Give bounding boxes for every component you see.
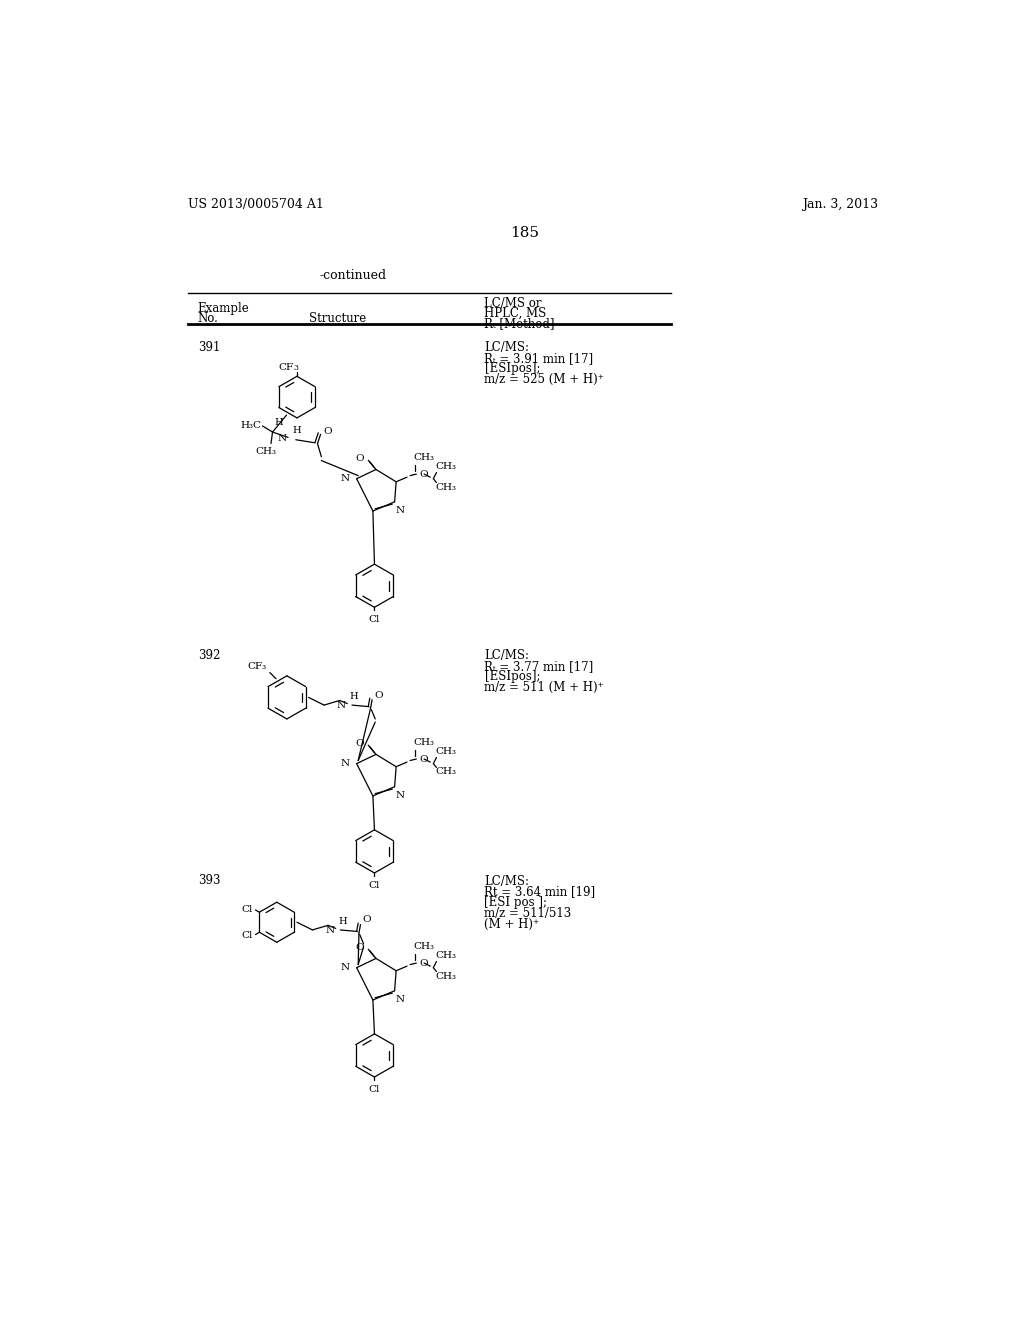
Text: CH₃: CH₃: [435, 950, 456, 960]
Text: Example: Example: [198, 302, 250, 315]
Text: N: N: [341, 474, 349, 483]
Text: HPLC, MS: HPLC, MS: [484, 308, 547, 319]
Text: Rₜ = 3.91 min [17]: Rₜ = 3.91 min [17]: [484, 351, 594, 364]
Text: -continued: -continued: [319, 268, 386, 281]
Text: H: H: [274, 418, 284, 428]
Text: N: N: [341, 964, 349, 972]
Text: N: N: [395, 791, 404, 800]
Text: O: O: [420, 958, 428, 968]
Text: O: O: [324, 426, 333, 436]
Text: [ESIpos];: [ESIpos];: [484, 671, 540, 684]
Text: O: O: [362, 916, 372, 924]
Text: Cl: Cl: [242, 931, 253, 940]
Text: LC/MS:: LC/MS:: [484, 875, 529, 887]
Text: CH₃: CH₃: [414, 941, 434, 950]
Text: N: N: [395, 506, 404, 515]
Text: Rₜ [Method]: Rₜ [Method]: [484, 317, 555, 330]
Text: H₃C: H₃C: [240, 421, 261, 430]
Text: [ESIpos];: [ESIpos];: [484, 363, 540, 375]
Text: Cl: Cl: [242, 904, 253, 913]
Text: CH₃: CH₃: [414, 453, 434, 462]
Text: O: O: [420, 470, 428, 479]
Text: CH₃: CH₃: [435, 483, 456, 491]
Text: CH₃: CH₃: [414, 738, 434, 747]
Text: [ESI pos ];: [ESI pos ];: [484, 896, 548, 909]
Text: US 2013/0005704 A1: US 2013/0005704 A1: [188, 198, 325, 211]
Text: H: H: [293, 426, 301, 436]
Text: O: O: [375, 690, 383, 700]
Text: CH₃: CH₃: [435, 972, 456, 981]
Text: CF₃: CF₃: [248, 663, 266, 671]
Text: H: H: [338, 917, 347, 927]
Text: No.: No.: [198, 313, 219, 326]
Text: N: N: [337, 701, 346, 710]
Text: Rt = 3.64 min [19]: Rt = 3.64 min [19]: [484, 886, 596, 899]
Text: Rₜ = 3.77 min [17]: Rₜ = 3.77 min [17]: [484, 660, 594, 673]
Text: (M + H)⁺: (M + H)⁺: [484, 917, 540, 931]
Text: O: O: [355, 739, 364, 748]
Text: CH₃: CH₃: [435, 767, 456, 776]
Text: LC/MS:: LC/MS:: [484, 649, 529, 661]
Text: CH₃: CH₃: [435, 462, 456, 471]
Text: N: N: [395, 995, 404, 1003]
Text: CF: CF: [278, 363, 293, 372]
Text: N: N: [341, 759, 349, 768]
Text: Structure: Structure: [308, 313, 366, 326]
Text: LC/MS:: LC/MS:: [484, 341, 529, 354]
Text: O: O: [355, 944, 364, 952]
Text: Jan. 3, 2013: Jan. 3, 2013: [802, 198, 879, 211]
Text: Cl: Cl: [369, 615, 380, 624]
Text: CH₃: CH₃: [435, 747, 456, 756]
Text: 392: 392: [198, 649, 220, 661]
Text: O: O: [420, 755, 428, 763]
Text: m/z = 511/513: m/z = 511/513: [484, 907, 571, 920]
Text: N: N: [278, 434, 287, 442]
Text: m/z = 525 (M + H)⁺: m/z = 525 (M + H)⁺: [484, 374, 604, 387]
Text: 391: 391: [198, 341, 220, 354]
Text: 393: 393: [198, 875, 220, 887]
Text: 185: 185: [510, 226, 540, 240]
Text: O: O: [355, 454, 364, 463]
Text: m/z = 511 (M + H)⁺: m/z = 511 (M + H)⁺: [484, 681, 604, 694]
Text: LC/MS or: LC/MS or: [484, 297, 542, 310]
Text: CH₃: CH₃: [256, 447, 276, 457]
Text: Cl: Cl: [369, 1085, 380, 1094]
Text: Cl: Cl: [369, 880, 380, 890]
Text: N: N: [325, 927, 334, 935]
Text: 3: 3: [293, 364, 298, 372]
Text: H: H: [349, 692, 358, 701]
